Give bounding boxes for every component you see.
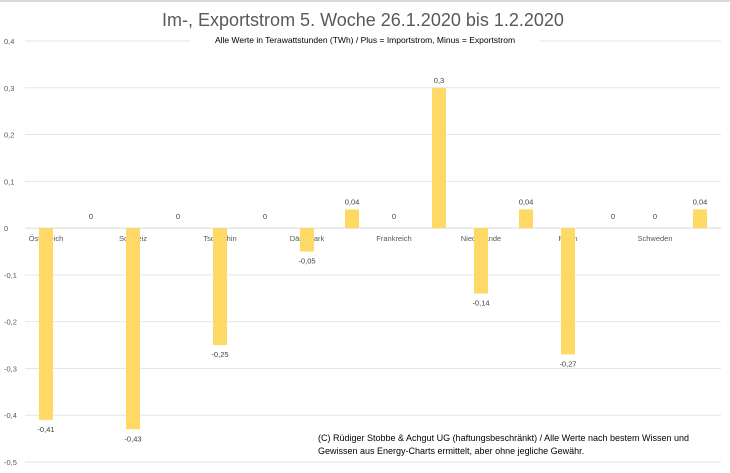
gridlines: 0,40,30,20,10-0,1-0,2-0,3-0,4-0,5Österre…: [4, 37, 721, 467]
chart-subtitle: Alle Werte in Terawattstunden (TWh) / Pl…: [215, 35, 515, 45]
y-tick-label: 0,3: [4, 84, 14, 93]
data-label: -0,05: [298, 257, 315, 266]
bar: [693, 209, 707, 229]
bar: [432, 87, 446, 229]
y-tick-label: -0,5: [4, 458, 17, 467]
bar: [39, 228, 53, 420]
data-label: 0: [176, 212, 180, 221]
x-category-label: Schweden: [637, 234, 672, 243]
y-tick-label: -0,1: [4, 271, 17, 280]
y-tick-label: 0,1: [4, 177, 14, 186]
data-label: 0,3: [434, 76, 444, 85]
data-label: -0,41: [37, 425, 54, 434]
bar: [561, 228, 575, 355]
y-tick-label: 0,4: [4, 37, 14, 46]
bar: [213, 228, 227, 346]
copyright-note-line-1: (C) Rüdiger Stobbe & Achgut UG (haftungs…: [318, 433, 689, 443]
data-label: 0: [653, 212, 657, 221]
data-label: -0,27: [559, 359, 576, 368]
y-tick-label: -0,3: [4, 364, 17, 373]
data-label: 0,04: [345, 197, 360, 206]
data-label: 0: [263, 212, 267, 221]
bar: [345, 209, 359, 229]
bar: [126, 228, 140, 430]
data-label: 0: [611, 212, 615, 221]
y-tick-label: -0,4: [4, 411, 17, 420]
bar: [474, 228, 488, 294]
data-label: -0,14: [472, 299, 489, 308]
data-label: 0: [89, 212, 93, 221]
y-tick-label: 0,2: [4, 131, 14, 140]
y-tick-label: -0,2: [4, 318, 17, 327]
bars: -0,41 0 -0,43 0 -0,25 0 -0,05 0,04 0 0,3 -0,14 0,04…: [37, 76, 707, 443]
x-category-label: Frankreich: [376, 234, 411, 243]
data-label: 0,04: [519, 197, 534, 206]
y-tick-label: 0: [4, 224, 8, 233]
data-label: 0,04: [693, 197, 708, 206]
data-label: -0,43: [124, 434, 141, 443]
chart-title: Im-, Exportstrom 5. Woche 26.1.2020 bis …: [162, 10, 564, 30]
bar: [300, 228, 314, 252]
data-label: 0: [392, 212, 396, 221]
data-label: -0,25: [211, 350, 228, 359]
bar: [519, 209, 533, 229]
copyright-note-line-2: Gewissen aus Energy-Charts ermittelt, ab…: [318, 446, 584, 456]
